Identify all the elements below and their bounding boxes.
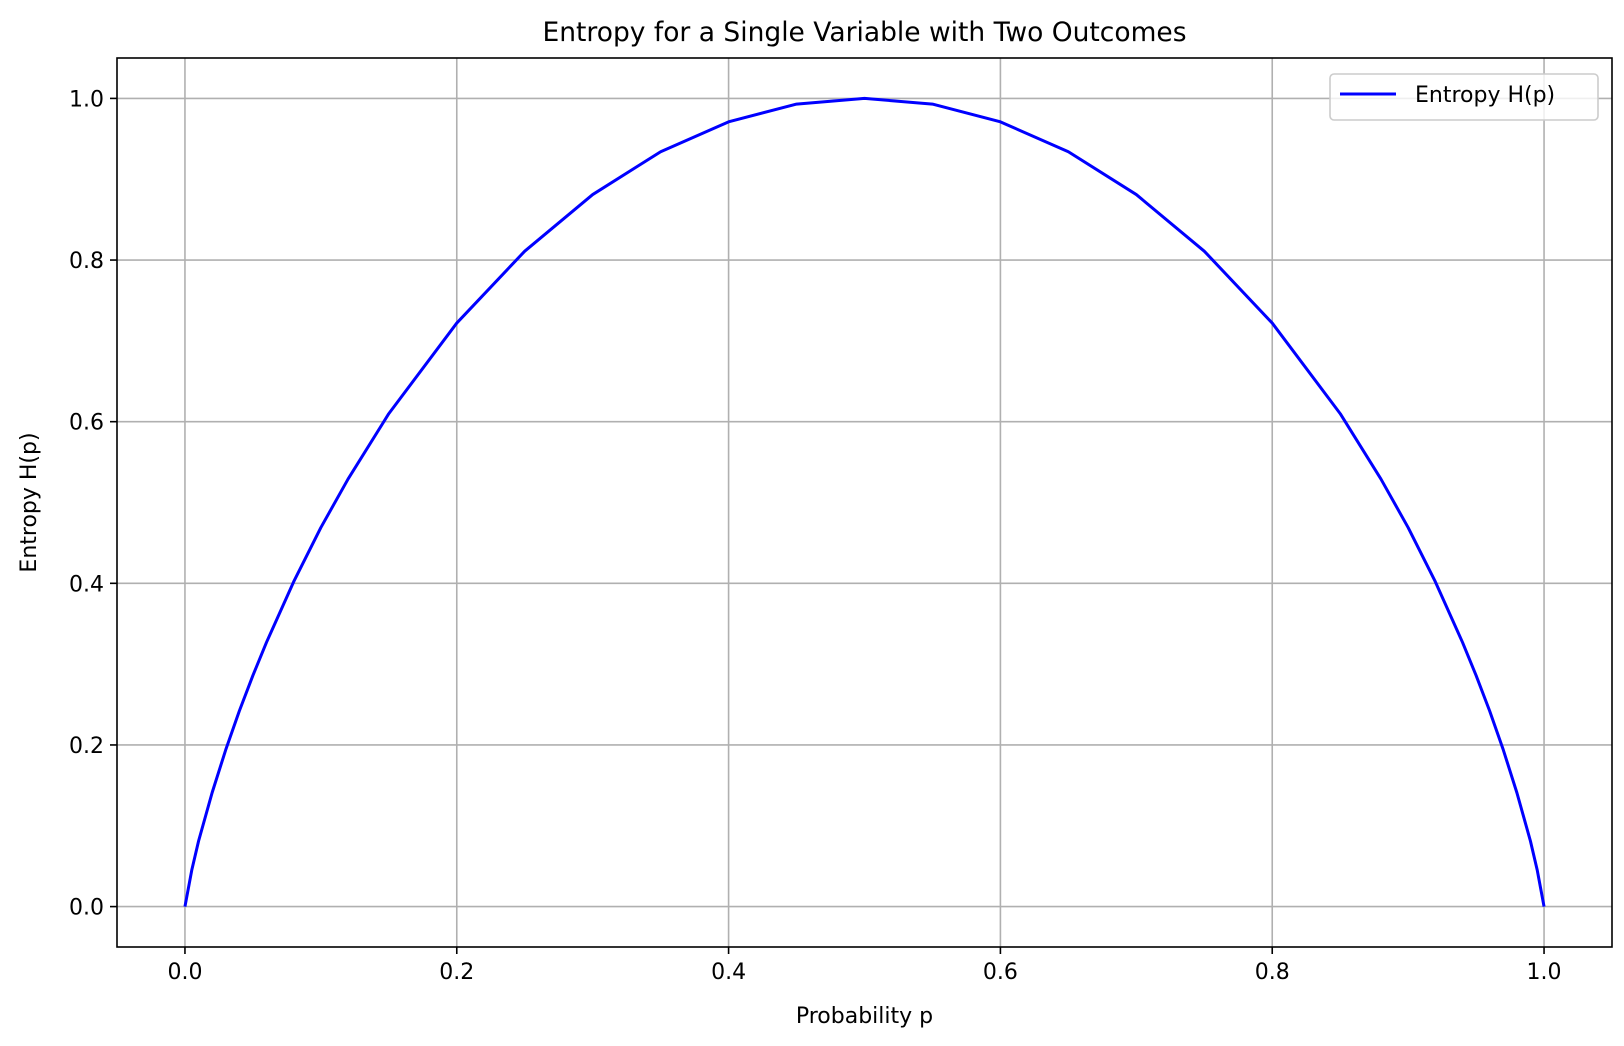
x-tick-label: 0.2 (439, 960, 474, 985)
legend-label: Entropy H(p) (1415, 83, 1555, 108)
axis-ticks: 0.0 0.2 0.4 0.6 0.8 1.0 0.0 0.2 0.4 0.6 0.8 1.0 (69, 87, 1562, 985)
y-tick-label: 1.0 (69, 87, 104, 112)
y-tick-label: 0.2 (69, 734, 104, 759)
series-layer (183, 96, 1546, 907)
x-tick-label: 0.8 (1255, 960, 1290, 985)
legend: Entropy H(p) (1329, 73, 1599, 121)
y-tick-label: 0.0 (69, 896, 104, 921)
chart-title: Entropy for a Single Variable with Two O… (542, 17, 1186, 48)
x-tick-label: 0.0 (167, 960, 202, 985)
x-tick-label: 0.4 (711, 960, 746, 985)
series-line-entropy (183, 96, 1546, 907)
y-tick-label: 0.4 (69, 572, 104, 597)
x-tick-label: 0.6 (983, 960, 1018, 985)
y-tick-label: 0.8 (69, 249, 104, 274)
x-axis-label: Probability p (796, 1004, 933, 1029)
legend-box (1329, 73, 1599, 121)
y-tick-label: 0.6 (69, 411, 104, 436)
x-tick-label: 1.0 (1527, 960, 1562, 985)
grid (117, 58, 1612, 947)
y-axis-label: Entropy H(p) (17, 432, 42, 572)
plot-frame (116, 57, 1613, 948)
